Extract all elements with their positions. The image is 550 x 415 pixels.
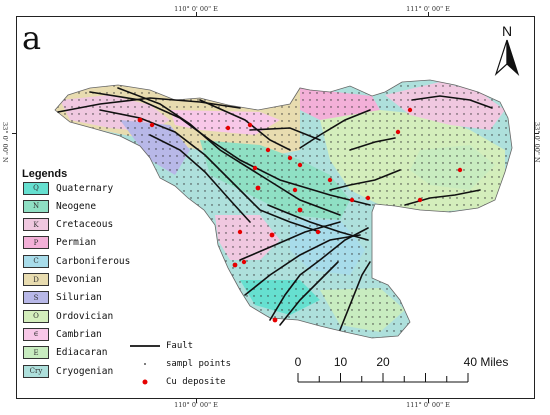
panel-label: a: [22, 19, 42, 57]
coord-top-right: 111° 0' 00" E: [406, 5, 450, 13]
legend-sample-points: sampl points: [128, 357, 231, 371]
coord-bottom-right: 111° 0' 00" E: [406, 401, 450, 409]
legend-label: Quaternary: [56, 182, 114, 194]
scale-label: 0: [294, 355, 302, 369]
legend-item: D Devonian: [23, 273, 102, 287]
north-label: N: [502, 23, 512, 39]
tick-mark: [12, 133, 16, 134]
legend-title: Legends: [22, 168, 68, 180]
cu-deposit-icon: [128, 375, 162, 389]
legend-cu-deposit: Cu deposite: [128, 375, 226, 389]
scale-bar-ruler: [297, 373, 469, 383]
scale-label: 10: [333, 355, 348, 369]
legend-label: Cryogenian: [56, 365, 114, 377]
cu-deposit-points: [137, 107, 463, 323]
tick-mark: [535, 133, 539, 134]
legend-sample-points-label: sampl points: [166, 359, 232, 369]
legend-swatch: O: [23, 309, 49, 323]
fault-line-icon: [128, 339, 162, 353]
legend-swatch: Q: [23, 181, 49, 195]
legend-item: P Permian: [23, 236, 96, 250]
legend-item: C Carboniferous: [23, 254, 130, 268]
legend-swatch: P: [23, 236, 49, 250]
legend-label: Cambrian: [56, 328, 102, 340]
legend-item: O Ordovician: [23, 309, 113, 323]
fault-lines: [57, 87, 493, 331]
legend-label: Permian: [56, 237, 97, 249]
legend-swatch: C: [23, 254, 49, 268]
scale-label: 20: [376, 355, 390, 369]
legend-item: N Neogene: [23, 199, 96, 213]
north-arrow-icon: N: [494, 23, 520, 76]
legend-swatch: S: [23, 291, 49, 305]
legend-swatch: N: [23, 199, 49, 213]
legend-label: Devonian: [56, 274, 102, 285]
legend-swatch: ∈: [23, 327, 49, 341]
legend-item: Q Quaternary: [23, 181, 113, 195]
legend-cu-deposit-label: Cu deposite: [166, 377, 226, 387]
legend-item: ∈ Cambrian: [23, 327, 102, 341]
legend-label: Cretaceous: [56, 219, 114, 231]
tick-mark: [428, 12, 429, 16]
tick-mark: [428, 399, 429, 403]
coord-top-left: 110° 0' 00" E: [174, 5, 218, 13]
legend-item: E Ediacaran: [23, 346, 107, 360]
legend-fault-label: Fault: [166, 341, 194, 351]
legend-swatch: E: [23, 346, 49, 360]
scale-bar: 0 10 20 40 Miles: [290, 355, 526, 395]
tick-mark: [196, 399, 197, 403]
legend-item: K Cretaceous: [23, 218, 113, 232]
legend-swatch: K: [23, 218, 49, 232]
legend-label: Carboniferous: [56, 255, 131, 267]
legend-item: S Silurian: [23, 291, 102, 305]
legend-swatch: D: [23, 273, 49, 286]
sample-point-icon: [128, 357, 162, 371]
legend-label: Silurian: [56, 292, 102, 304]
legend-label: Neogene: [56, 200, 97, 212]
legend-item: Cry Cryogenian: [23, 364, 113, 378]
scale-label: 40 Miles: [463, 355, 509, 369]
legend-label: Ediacaran: [56, 347, 108, 359]
tick-mark: [196, 12, 197, 16]
legend-swatch: Cry: [23, 364, 49, 378]
legend-label: Ordovician: [56, 310, 114, 322]
coord-bottom-left: 110° 0' 00" E: [174, 401, 218, 409]
legend-fault: Fault: [128, 339, 193, 353]
